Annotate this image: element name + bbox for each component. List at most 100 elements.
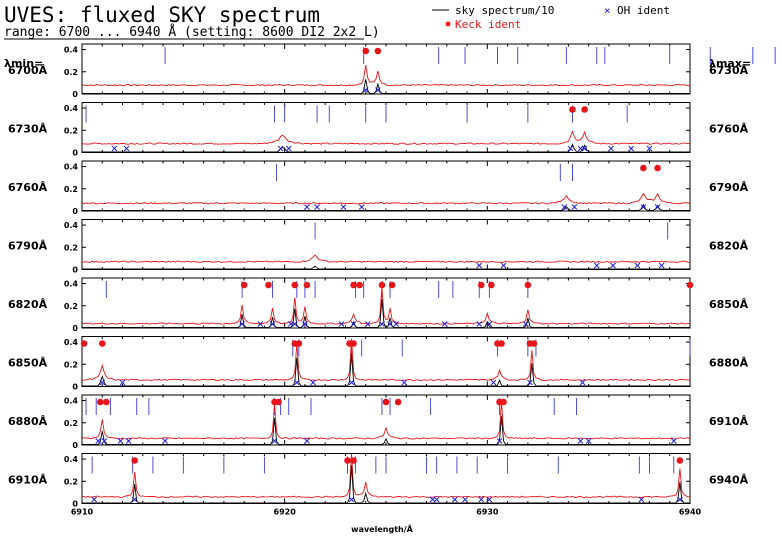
panel-3: 0 0.2 0.4 6760Å 6790Å	[8, 160, 749, 216]
keck-ident-marker	[382, 398, 390, 406]
keck-ident-marker	[498, 340, 505, 347]
oh-ident-marker	[310, 379, 316, 386]
keck-ident-marker	[80, 340, 88, 347]
oh-ident-marker	[677, 496, 683, 503]
x-axis-label: wavelength/Å	[351, 524, 413, 534]
keck-ident-marker	[374, 47, 382, 55]
oh-ident-marker	[91, 496, 98, 503]
legend-oh-label: OH ident	[617, 4, 670, 17]
panel-lambda-min: 6790Å	[8, 240, 48, 253]
oh-ident-marker	[338, 321, 345, 327]
keck-ident-marker	[500, 398, 507, 406]
y-tick-label: 0.2	[64, 68, 78, 77]
keck-ident-marker	[356, 281, 363, 289]
sky-spectrum-series	[82, 79, 690, 94]
y-tick-label: 0	[72, 324, 78, 333]
oh-ident-marker	[462, 496, 468, 503]
oh-ident-marker	[476, 321, 483, 327]
oh-ident-marker	[119, 379, 126, 386]
panel-8: 0 0.2 0.4 6910Å 6940Å 6910 6920 6930 6940	[8, 453, 749, 517]
oh-ident-marker	[291, 321, 298, 327]
y-tick-label: 0	[72, 441, 78, 450]
keck-ident-marker	[394, 398, 402, 406]
y-tick-label: 0.4	[64, 455, 79, 464]
sky-spectrum-series	[82, 299, 690, 329]
sky-spectrum-series	[82, 143, 690, 153]
oh-ident-marker	[348, 496, 355, 503]
model-spectrum-series	[81, 130, 690, 145]
keck-ident-marker	[676, 457, 684, 464]
panel-lambda-max: 6760Å	[709, 123, 749, 136]
panel-lambda-min: 6880Å	[8, 415, 48, 428]
oh-ident-marker	[393, 321, 399, 327]
oh-ident-marker	[433, 496, 440, 503]
oh-ident-marker	[486, 321, 493, 327]
panel-lambda-min: 6850Å	[8, 357, 48, 370]
y-tick-label: 0.4	[64, 46, 79, 55]
panel-frame	[81, 277, 691, 329]
oh-ident-marker	[111, 145, 118, 152]
panel-2: 0 0.2 0.4 6730Å 6760Å	[8, 102, 749, 158]
y-tick-label: 0.2	[64, 477, 78, 486]
panel-lambda-max: 6730Å	[709, 64, 749, 77]
figure-title: UVES: fluxed SKY spectrum	[4, 3, 320, 27]
panel-frame	[81, 219, 691, 270]
y-tick-label: 0.4	[64, 163, 79, 172]
y-tick-label: 0	[72, 383, 78, 392]
y-tick-label: 0.4	[64, 221, 79, 230]
model-spectrum-series	[81, 401, 691, 440]
sky-spectrum-series	[82, 416, 690, 445]
oh-ident-marker	[634, 262, 641, 269]
panel-lambda-min: 6760Å	[8, 181, 48, 194]
model-spectrum-series	[81, 254, 691, 263]
oh-ident-marker	[670, 438, 677, 444]
oh-ident-marker	[452, 496, 458, 503]
y-tick-label: 0	[72, 90, 78, 99]
y-tick-label: 0	[72, 500, 78, 509]
oh-ident-marker	[287, 321, 294, 327]
keck-ident-marker	[265, 281, 272, 289]
oh-ident-marker	[561, 204, 568, 210]
keck-ident-marker	[640, 164, 647, 172]
oh-ident-marker	[476, 262, 483, 269]
oh-ident-marker	[486, 496, 493, 503]
oh-ident-marker	[364, 321, 371, 327]
oh-ident-marker	[522, 321, 529, 327]
lambda-min-header: λmin=	[4, 57, 43, 70]
panel-1: 0 0.2 0.4 6700Å 6730Å	[8, 43, 776, 99]
legend: sky spectrum/10 Keck ident × OH ident	[432, 4, 670, 31]
y-tick-label: 0	[72, 149, 78, 158]
panel-frame	[81, 43, 691, 95]
oh-ident-marker	[654, 204, 661, 210]
panel-lambda-max: 6880Å	[709, 357, 749, 370]
sky-spectrum-series	[82, 265, 690, 270]
model-spectrum-series	[81, 65, 691, 87]
keck-ident-marker	[350, 340, 357, 347]
oh-ident-marker	[387, 321, 393, 327]
keck-ident-marker	[530, 340, 538, 347]
oh-ident-marker	[95, 438, 102, 444]
y-tick-label: 0.2	[64, 243, 78, 252]
oh-ident-marker	[490, 379, 497, 386]
y-tick-label: 0	[72, 266, 78, 275]
keck-ident-marker	[291, 281, 299, 289]
x-tick-label: 6940	[679, 508, 702, 517]
model-spectrum-series	[81, 453, 691, 498]
keck-ident-marker	[654, 164, 661, 172]
oh-ident-marker	[527, 379, 533, 386]
keck-ident-marker	[686, 281, 694, 289]
oh-ident-marker	[579, 379, 586, 386]
sky-spectrum-series	[82, 465, 690, 504]
legend-keck-marker	[445, 21, 451, 27]
panel-7: 0 0.2 0.4 6880Å 6910Å	[8, 394, 749, 450]
oh-ident-marker	[577, 438, 584, 444]
oh-ident-marker	[441, 321, 448, 327]
panel-frame	[81, 336, 691, 387]
oh-ident-marker	[271, 438, 278, 444]
oh-ident-marker	[117, 438, 124, 444]
keck-ident-marker	[275, 398, 282, 406]
x-tick-label: 6910	[71, 508, 94, 517]
model-spectrum-series	[81, 286, 691, 325]
oh-ident-marker	[314, 204, 320, 210]
